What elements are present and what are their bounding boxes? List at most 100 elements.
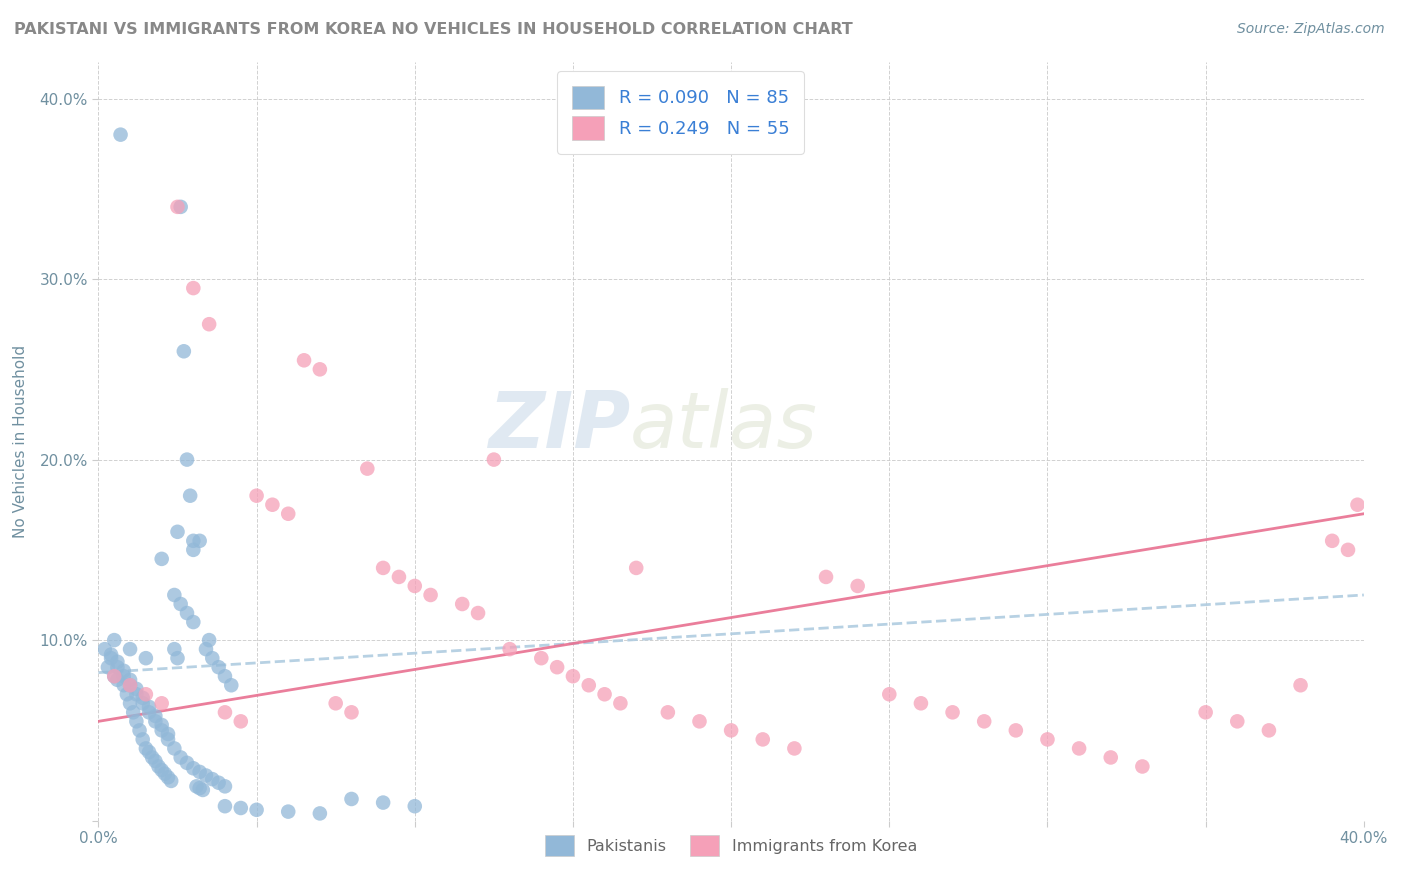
Point xyxy=(183,542,205,557)
Point xyxy=(166,651,188,665)
Point xyxy=(163,642,186,657)
Point xyxy=(107,673,129,687)
Point xyxy=(169,750,191,764)
Point xyxy=(201,772,224,786)
Point xyxy=(208,776,231,790)
Point xyxy=(169,200,191,214)
Point xyxy=(179,489,201,503)
Point xyxy=(1257,723,1279,738)
Point xyxy=(688,714,710,729)
Point xyxy=(163,741,186,756)
Point xyxy=(451,597,474,611)
Point xyxy=(183,615,205,629)
Point xyxy=(325,696,347,710)
Point xyxy=(214,780,236,794)
Point xyxy=(388,570,411,584)
Point xyxy=(309,362,332,376)
Point xyxy=(198,317,221,331)
Point xyxy=(419,588,441,602)
Point xyxy=(1337,542,1360,557)
Point xyxy=(201,651,224,665)
Point xyxy=(214,799,236,814)
Point xyxy=(138,699,160,714)
Point xyxy=(877,687,900,701)
Point xyxy=(1194,706,1216,720)
Point xyxy=(97,660,120,674)
Point xyxy=(814,570,837,584)
Point xyxy=(208,660,231,674)
Point xyxy=(783,741,806,756)
Point xyxy=(150,723,173,738)
Point xyxy=(561,669,585,683)
Point xyxy=(1322,533,1344,548)
Point xyxy=(112,678,135,692)
Point xyxy=(277,805,299,819)
Point xyxy=(150,696,173,710)
Point xyxy=(183,281,205,295)
Point xyxy=(157,770,180,784)
Point xyxy=(148,759,170,773)
Point xyxy=(593,687,616,701)
Point xyxy=(100,648,122,662)
Point xyxy=(132,732,155,747)
Point xyxy=(103,669,125,683)
Point xyxy=(160,773,183,788)
Point xyxy=(482,452,505,467)
Point xyxy=(1347,498,1369,512)
Point xyxy=(404,579,426,593)
Point xyxy=(138,745,160,759)
Point xyxy=(246,803,269,817)
Point xyxy=(292,353,315,368)
Point xyxy=(145,709,166,723)
Point xyxy=(340,706,363,720)
Point xyxy=(942,706,965,720)
Point xyxy=(183,533,205,548)
Point xyxy=(173,344,195,359)
Point xyxy=(120,642,141,657)
Point xyxy=(141,750,163,764)
Point xyxy=(103,633,125,648)
Point xyxy=(910,696,932,710)
Point xyxy=(107,655,129,669)
Point xyxy=(340,792,363,806)
Point xyxy=(145,714,166,729)
Point xyxy=(112,669,135,683)
Point xyxy=(135,687,157,701)
Point xyxy=(309,806,332,821)
Point xyxy=(277,507,299,521)
Point xyxy=(467,606,489,620)
Point xyxy=(176,606,198,620)
Point xyxy=(188,764,211,779)
Point xyxy=(1099,750,1122,764)
Point xyxy=(546,660,568,674)
Point xyxy=(169,597,191,611)
Point xyxy=(163,588,186,602)
Point xyxy=(1130,759,1153,773)
Point xyxy=(404,799,426,814)
Point xyxy=(135,651,157,665)
Point xyxy=(214,706,236,720)
Point xyxy=(93,642,117,657)
Text: Source: ZipAtlas.com: Source: ZipAtlas.com xyxy=(1237,22,1385,37)
Point xyxy=(188,781,211,796)
Point xyxy=(1004,723,1026,738)
Point xyxy=(100,651,122,665)
Point xyxy=(132,690,155,705)
Point xyxy=(166,200,188,214)
Point xyxy=(219,678,243,692)
Point xyxy=(157,732,180,747)
Point xyxy=(120,696,141,710)
Point xyxy=(973,714,995,729)
Point xyxy=(194,768,218,782)
Legend: Pakistanis, Immigrants from Korea: Pakistanis, Immigrants from Korea xyxy=(538,829,924,862)
Text: PAKISTANI VS IMMIGRANTS FROM KOREA NO VEHICLES IN HOUSEHOLD CORRELATION CHART: PAKISTANI VS IMMIGRANTS FROM KOREA NO VE… xyxy=(14,22,853,37)
Point xyxy=(122,706,145,720)
Point xyxy=(191,783,214,797)
Point xyxy=(371,796,394,810)
Point xyxy=(262,498,284,512)
Point xyxy=(103,669,125,683)
Point xyxy=(125,687,148,701)
Point xyxy=(194,642,218,657)
Point xyxy=(176,756,198,770)
Point xyxy=(135,741,157,756)
